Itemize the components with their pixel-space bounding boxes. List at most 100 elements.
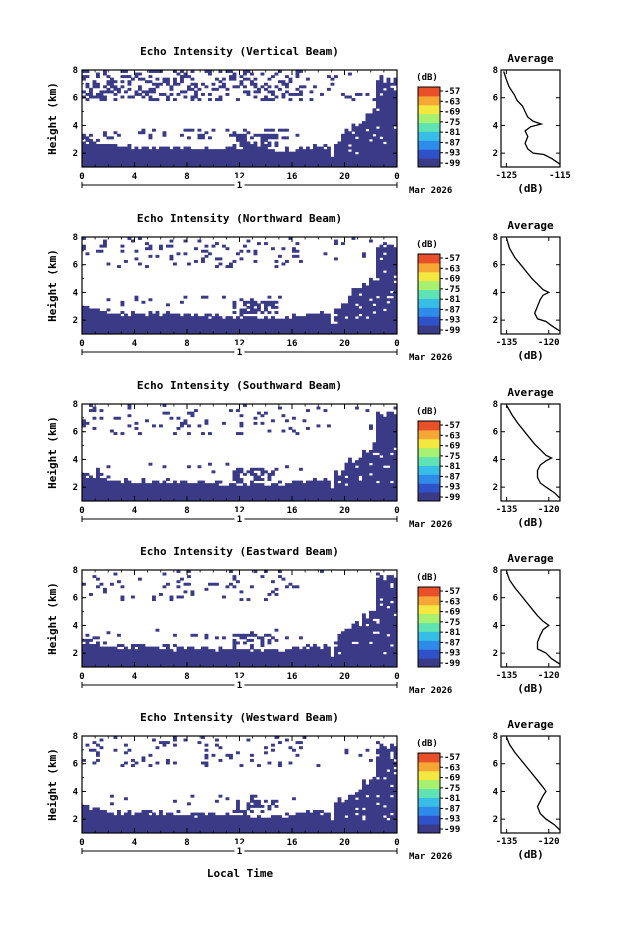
echo-cell <box>218 323 223 327</box>
echo-cell <box>379 426 384 430</box>
echo-cell <box>390 108 394 112</box>
echo-cell <box>274 331 279 335</box>
echo-cell <box>124 493 128 497</box>
average-title: Average <box>507 219 554 232</box>
echo-cell <box>253 77 258 81</box>
echo-cell <box>120 644 125 647</box>
echo-cell <box>162 131 167 135</box>
echo-cell <box>379 414 384 418</box>
echo-cell <box>215 156 219 160</box>
echo-cell <box>386 432 391 436</box>
echo-cell <box>376 595 380 599</box>
echo-cell <box>313 659 317 663</box>
echo-cell <box>239 136 244 140</box>
echo-cell <box>376 661 380 665</box>
echo-cell <box>92 313 97 317</box>
echo-cell <box>362 656 366 660</box>
echo-cell <box>358 485 363 489</box>
echo-cell <box>369 149 373 153</box>
echo-cell <box>274 156 279 160</box>
echo-cell <box>117 661 121 665</box>
echo-cell <box>341 654 345 658</box>
echo-cell <box>309 651 314 655</box>
echo-cell <box>215 328 219 332</box>
echo-cell <box>239 313 244 317</box>
echo-cell <box>344 638 349 642</box>
echo-cell <box>362 308 366 312</box>
echo-cell <box>162 572 167 576</box>
echo-cell <box>148 298 153 302</box>
echo-cell <box>110 495 114 499</box>
echo-cell <box>337 141 342 145</box>
echo-cell <box>236 664 240 668</box>
colorbar-tick-label: -81 <box>444 295 460 305</box>
echo-cell <box>173 161 177 165</box>
echo-cell <box>358 164 363 168</box>
echo-cell <box>379 577 384 581</box>
echo-cell <box>176 326 181 330</box>
echo-cell <box>344 305 349 309</box>
echo-cell <box>201 432 205 436</box>
echo-cell <box>390 149 394 153</box>
echo-cell <box>278 656 282 660</box>
echo-cell <box>379 613 384 617</box>
echo-cell <box>386 656 391 660</box>
echo-cell <box>383 582 387 586</box>
echo-cell <box>215 636 219 640</box>
echo-cell <box>320 311 324 314</box>
echo-cell <box>187 424 191 428</box>
echo-cell <box>92 664 97 668</box>
echo-cell <box>386 442 391 446</box>
echo-cell <box>390 472 394 476</box>
echo-cell <box>390 462 394 466</box>
echo-cell <box>390 577 394 581</box>
echo-cell <box>187 493 191 497</box>
echo-cell <box>386 156 391 160</box>
echo-cell <box>82 475 86 479</box>
echo-cell <box>82 331 86 335</box>
echo-cell <box>278 488 282 492</box>
echo-cell <box>393 303 398 307</box>
echo-cell <box>187 432 191 436</box>
echo-cell <box>96 82 100 86</box>
echo-cell <box>243 661 247 665</box>
echo-cell <box>253 495 258 499</box>
echo-cell <box>117 87 121 91</box>
echo-cell <box>344 488 349 492</box>
echo-cell <box>302 483 307 487</box>
colorbar-tick-label: -93 <box>444 316 460 326</box>
echo-cell <box>148 483 153 487</box>
echo-cell <box>281 80 286 84</box>
echo-cell <box>302 149 307 153</box>
average-x-tick-label: -120 <box>538 505 560 515</box>
echo-cell <box>355 661 359 665</box>
echo-cell <box>85 313 90 317</box>
echo-cell <box>96 480 100 484</box>
echo-cell <box>106 156 111 160</box>
echo-cell <box>386 628 391 632</box>
echo-cell <box>351 664 356 668</box>
echo-cell <box>197 98 202 102</box>
echo-cell <box>257 146 261 150</box>
echo-cell <box>376 475 380 479</box>
echo-cell <box>236 470 240 474</box>
echo-cell <box>376 429 380 433</box>
echo-cell <box>288 664 293 668</box>
echo-cell <box>281 485 286 489</box>
echo-cell <box>222 154 226 158</box>
echo-cell <box>236 164 240 168</box>
echo-cell <box>120 321 125 325</box>
echo-cell <box>386 118 391 122</box>
echo-cell <box>250 298 254 302</box>
echo-cell <box>187 321 191 325</box>
echo-cell <box>365 149 370 153</box>
echo-cell <box>215 331 219 335</box>
echo-cell <box>383 472 387 476</box>
echo-cell <box>138 262 142 266</box>
echo-cell <box>183 661 188 665</box>
echo-cell <box>145 154 149 158</box>
echo-cell <box>271 154 275 158</box>
echo-cell <box>390 590 394 594</box>
echo-cell <box>183 328 188 332</box>
echo-cell <box>379 615 384 619</box>
